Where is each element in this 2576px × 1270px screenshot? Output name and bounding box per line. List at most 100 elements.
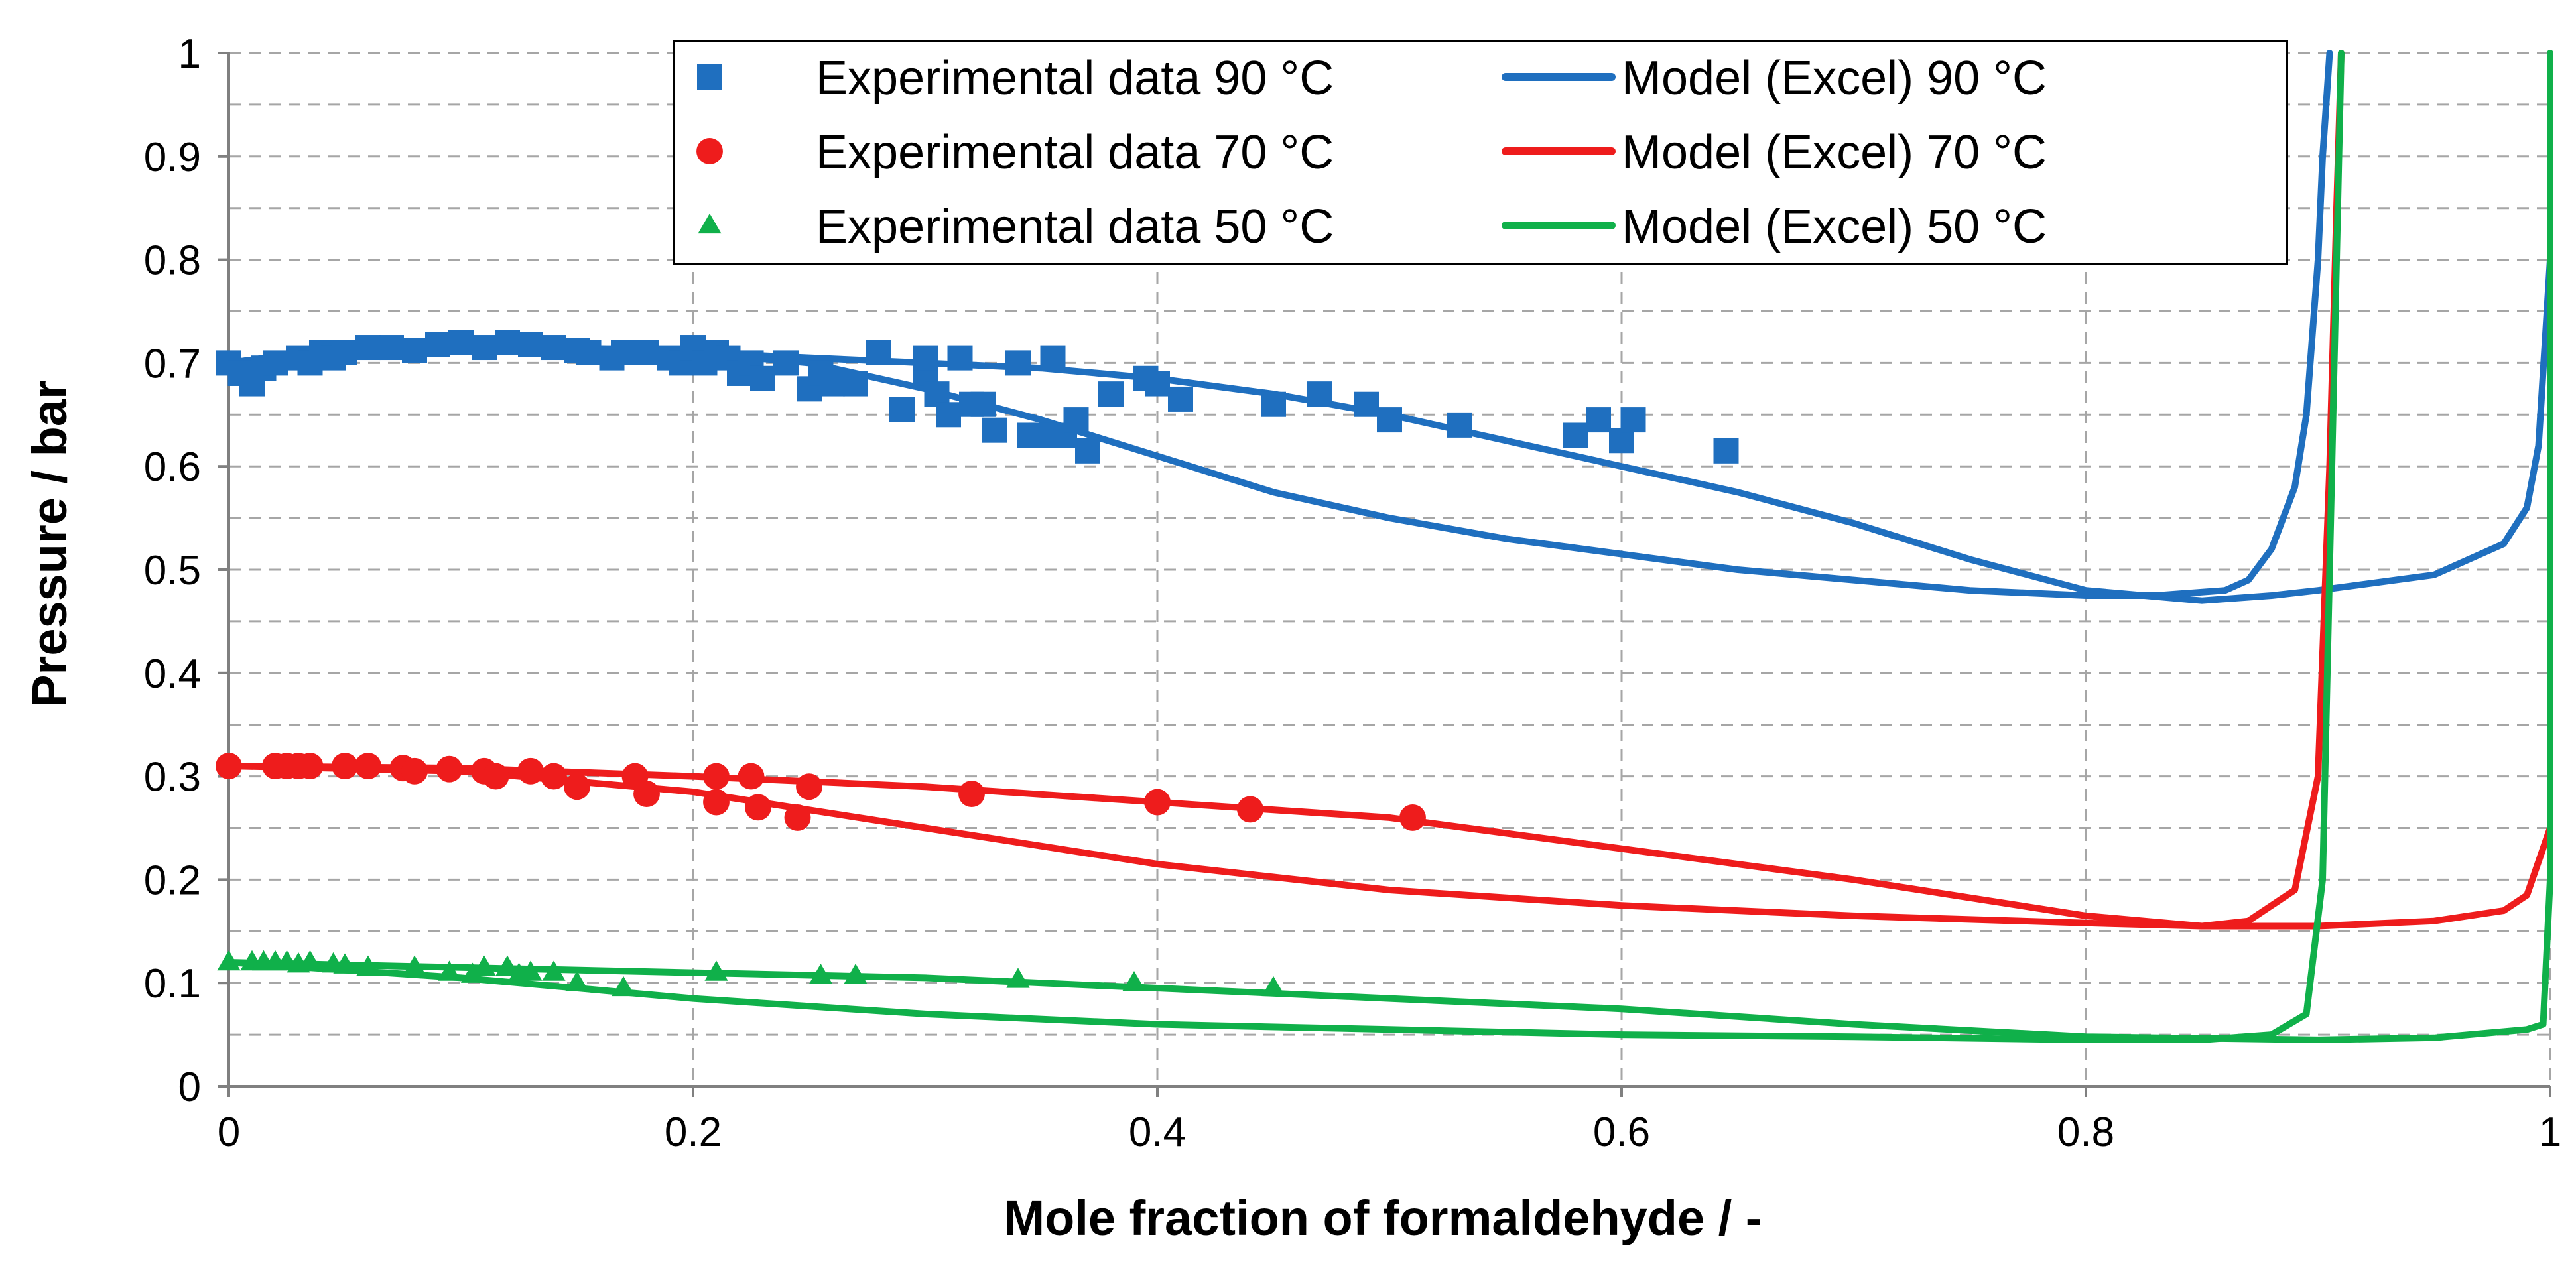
data-point bbox=[518, 332, 543, 357]
legend-marker bbox=[698, 213, 722, 234]
data-point bbox=[703, 763, 730, 790]
data-point bbox=[1145, 371, 1170, 397]
legend-label: Model (Excel) 70 °C bbox=[1622, 126, 2047, 179]
legend-item-model-0: Model (Excel) 90 °C bbox=[1502, 52, 2047, 105]
legend-label: Model (Excel) 50 °C bbox=[1622, 200, 2047, 253]
data-point bbox=[541, 335, 566, 361]
data-point bbox=[889, 397, 915, 422]
data-point bbox=[437, 960, 462, 981]
data-point bbox=[1144, 789, 1171, 816]
data-point bbox=[796, 773, 822, 800]
data-point bbox=[612, 976, 635, 997]
y-tick-label: 0.3 bbox=[144, 755, 201, 800]
data-point bbox=[820, 371, 845, 397]
data-point bbox=[1005, 350, 1031, 376]
data-point bbox=[495, 955, 519, 976]
data-point bbox=[355, 335, 381, 361]
data-point bbox=[565, 970, 589, 991]
data-point bbox=[436, 755, 463, 783]
data-point bbox=[1261, 976, 1285, 997]
data-point bbox=[1063, 407, 1089, 433]
x-tick-label: 0 bbox=[218, 1110, 240, 1155]
y-tick-label: 0.9 bbox=[144, 135, 201, 180]
data-point bbox=[1261, 391, 1286, 417]
model-line-series-2 bbox=[225, 50, 2553, 1043]
y-tick-label: 0.7 bbox=[144, 341, 201, 387]
data-point bbox=[970, 391, 996, 417]
data-point bbox=[564, 773, 590, 800]
data-point bbox=[355, 753, 381, 779]
model-line-branch-0 bbox=[225, 50, 2553, 1043]
legend-item-model-2: Model (Excel) 50 °C bbox=[1502, 200, 2047, 253]
data-point bbox=[1006, 968, 1030, 988]
data-point bbox=[958, 781, 985, 808]
x-tick-label: 0.6 bbox=[1593, 1110, 1650, 1155]
data-point bbox=[541, 763, 567, 790]
legend: Experimental data 90 °C Experimental data… bbox=[673, 40, 2288, 265]
data-point bbox=[1563, 422, 1588, 448]
legend-label: Experimental data 50 °C bbox=[816, 200, 1334, 253]
data-point bbox=[611, 340, 636, 365]
legend-frame bbox=[673, 40, 2288, 265]
legend-marker bbox=[696, 138, 723, 164]
data-point bbox=[333, 953, 357, 974]
data-point bbox=[1586, 407, 1611, 433]
data-point bbox=[460, 962, 485, 983]
y-tick-label: 0 bbox=[178, 1064, 201, 1110]
x-axis-title: Mole fraction of formaldehyde / - bbox=[1004, 1190, 1762, 1245]
legend-label: Model (Excel) 90 °C bbox=[1622, 52, 2047, 105]
data-point bbox=[738, 763, 765, 790]
data-point bbox=[866, 340, 891, 365]
data-point bbox=[947, 345, 973, 371]
data-point bbox=[1354, 391, 1379, 417]
tick-labels: 0 0.1 0.2 0.3 0.4 0.5 0.6 0.7 0.8 0.9 1 0 0.2 0.4 0.6 0… bbox=[144, 31, 2561, 1155]
data-point bbox=[1168, 386, 1193, 412]
x-tick-label: 1 bbox=[2539, 1110, 2561, 1155]
data-point bbox=[1399, 804, 1426, 831]
experimental-series-1 bbox=[216, 753, 1426, 831]
data-point bbox=[472, 335, 497, 361]
data-point bbox=[482, 763, 509, 790]
data-point bbox=[704, 960, 728, 981]
legend-label: Experimental data 70 °C bbox=[816, 126, 1334, 179]
data-point bbox=[913, 345, 938, 371]
data-point bbox=[703, 789, 730, 816]
data-point bbox=[216, 753, 242, 779]
data-point bbox=[982, 417, 1007, 443]
data-point bbox=[1122, 970, 1146, 991]
legend-marker bbox=[697, 64, 722, 90]
data-point bbox=[1237, 796, 1263, 823]
data-point bbox=[519, 960, 543, 981]
data-point bbox=[402, 338, 427, 363]
data-point bbox=[633, 781, 660, 808]
data-point bbox=[298, 950, 322, 971]
data-point bbox=[472, 955, 496, 976]
data-point bbox=[1075, 438, 1100, 464]
y-tick-label: 1 bbox=[178, 31, 201, 77]
legend-item-experimental-0: Experimental data 90 °C bbox=[697, 52, 1334, 105]
axes bbox=[218, 52, 2551, 1097]
data-point bbox=[576, 340, 602, 365]
data-point bbox=[448, 330, 474, 355]
data-point bbox=[1713, 438, 1739, 464]
data-point bbox=[1029, 422, 1054, 448]
data-point bbox=[936, 402, 961, 428]
data-point bbox=[808, 964, 833, 984]
y-tick-label: 0.1 bbox=[144, 961, 201, 1007]
data-point bbox=[296, 753, 324, 779]
data-point bbox=[784, 804, 811, 831]
legend-label: Experimental data 90 °C bbox=[816, 52, 1334, 105]
model-line-branch-1 bbox=[225, 50, 2345, 930]
x-tick-label: 0.4 bbox=[1129, 1110, 1186, 1155]
legend-item-experimental-1: Experimental data 70 °C bbox=[696, 126, 1334, 179]
data-point bbox=[517, 757, 544, 785]
data-point bbox=[634, 340, 659, 365]
data-point bbox=[217, 950, 241, 971]
data-point bbox=[401, 757, 428, 785]
data-point bbox=[263, 350, 288, 376]
data-point bbox=[495, 330, 520, 355]
data-point bbox=[773, 350, 799, 376]
model-line-series-1 bbox=[225, 50, 2553, 930]
data-point bbox=[844, 964, 868, 984]
